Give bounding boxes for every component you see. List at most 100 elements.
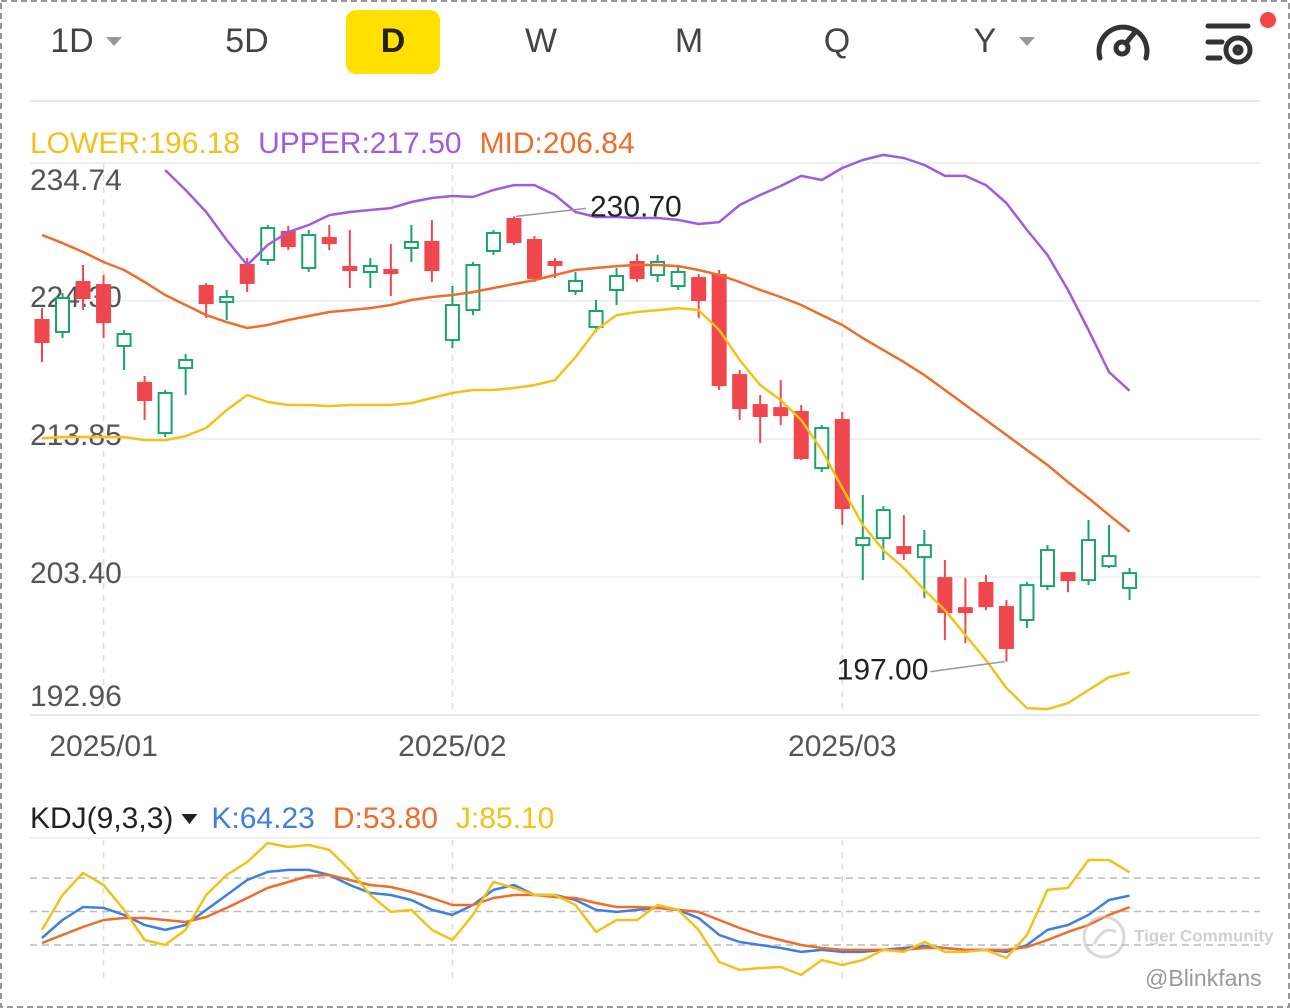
candle-body xyxy=(137,381,153,402)
y-tick-label: 213.85 xyxy=(30,419,122,452)
band-line xyxy=(41,233,1131,533)
annotation-label: 197.00 xyxy=(837,654,929,687)
candle-body xyxy=(937,577,953,614)
legend-entry: MID:206.84 xyxy=(480,127,635,160)
gauge-icon[interactable] xyxy=(1096,24,1150,61)
candle-body xyxy=(1019,584,1035,622)
legend-entry: LOWER:196.18 xyxy=(30,127,240,160)
settings-lines xyxy=(1205,23,1251,61)
tab[interactable]: D xyxy=(346,10,440,74)
tab-caret xyxy=(106,37,122,46)
candle-body xyxy=(609,274,625,291)
candle-body xyxy=(773,407,789,417)
candle-body xyxy=(978,582,994,608)
candle-body xyxy=(670,270,686,288)
candle-body xyxy=(403,241,419,249)
tab-caret xyxy=(1019,37,1035,46)
indicator-title[interactable]: KDJ(9,3,3) xyxy=(30,802,173,835)
y-tick-label: 192.96 xyxy=(30,680,122,713)
indicator-caret[interactable] xyxy=(181,814,198,824)
tab-label: Q xyxy=(824,22,850,60)
candle-body xyxy=(506,218,522,244)
candle-body xyxy=(178,358,194,370)
legend-entry: J:85.10 xyxy=(456,802,554,835)
watermark-brand: Tiger Community xyxy=(1134,926,1274,945)
candle-body xyxy=(691,277,707,302)
candle-body xyxy=(75,281,91,300)
settings-gear-hub xyxy=(1232,44,1244,56)
y-tick-label: 203.40 xyxy=(30,557,122,590)
settings-icon[interactable] xyxy=(1205,23,1253,65)
candle-body xyxy=(588,309,604,328)
candle-body xyxy=(875,509,891,540)
candle-body xyxy=(916,544,932,559)
candle-body xyxy=(485,232,501,252)
candle-body xyxy=(96,284,112,324)
candle-body xyxy=(855,537,871,547)
x-tick-label: 2025/01 xyxy=(49,730,157,763)
x-tick-label: 2025/03 xyxy=(788,730,896,763)
candle-body xyxy=(342,265,358,272)
legend-entry: D:53.80 xyxy=(333,802,438,835)
tab[interactable]: 1D xyxy=(50,22,122,60)
watermark-logo xyxy=(1082,915,1126,959)
candle-body xyxy=(1081,539,1097,582)
legend-entry: K:64.23 xyxy=(211,802,314,835)
y-tick-label: 234.74 xyxy=(30,164,122,197)
tab-label: 5D xyxy=(225,22,268,60)
candle-body xyxy=(444,304,460,342)
tab[interactable]: 5D xyxy=(225,22,268,60)
legend-entry: UPPER:217.50 xyxy=(258,127,461,160)
toolbar: 1D 5D D W M Q Y xyxy=(50,10,1035,74)
candle-body xyxy=(383,269,399,275)
tab-label: D xyxy=(381,22,406,60)
candle-body xyxy=(198,285,214,305)
gauge-arc xyxy=(1096,24,1150,61)
watermark-logo-mark xyxy=(1092,928,1117,945)
candle-body xyxy=(301,234,317,270)
candle-body xyxy=(321,237,337,245)
candle-body xyxy=(239,263,255,284)
x-tick-label: 2025/02 xyxy=(398,730,506,763)
candle-body xyxy=(568,279,584,293)
candle-body xyxy=(1122,572,1138,590)
tab-selected-bg xyxy=(346,10,440,74)
indicator-line xyxy=(40,841,1131,977)
tab[interactable]: M xyxy=(675,22,703,60)
settings-gear xyxy=(1223,35,1253,65)
gauge-hub xyxy=(1113,39,1131,57)
candle-body xyxy=(424,241,440,272)
candle-body xyxy=(547,260,563,266)
candle-body xyxy=(1060,572,1076,582)
tab[interactable]: Q xyxy=(824,22,850,60)
candle-body xyxy=(998,606,1014,650)
notification-dot xyxy=(1260,12,1276,28)
band-line xyxy=(41,306,1130,711)
candle-body xyxy=(957,607,973,614)
candle-body xyxy=(1039,549,1055,588)
candle-body xyxy=(219,295,235,303)
tab[interactable]: Y xyxy=(974,22,1035,60)
candle-body xyxy=(362,265,378,273)
candle-body xyxy=(752,404,768,418)
candle-body xyxy=(116,332,132,347)
watermark-user: @Blinkfans xyxy=(1145,965,1262,991)
band-line xyxy=(164,153,1131,392)
candle-body xyxy=(465,263,481,312)
candle-body xyxy=(834,418,850,510)
watermark: Tiger Community xyxy=(1082,915,1274,959)
candle-body xyxy=(34,318,50,344)
candle-body xyxy=(732,374,748,410)
tab[interactable]: W xyxy=(525,22,557,60)
indicator-line xyxy=(41,873,1131,952)
tab-label: 1D xyxy=(50,22,93,60)
annotation-label: 230.70 xyxy=(590,190,682,223)
annotation-leader xyxy=(515,207,587,218)
candle-body xyxy=(55,297,71,333)
candle-body xyxy=(157,392,173,435)
candle-body xyxy=(1101,555,1117,568)
candle-body xyxy=(896,546,912,555)
tab-label: Y xyxy=(974,22,997,60)
